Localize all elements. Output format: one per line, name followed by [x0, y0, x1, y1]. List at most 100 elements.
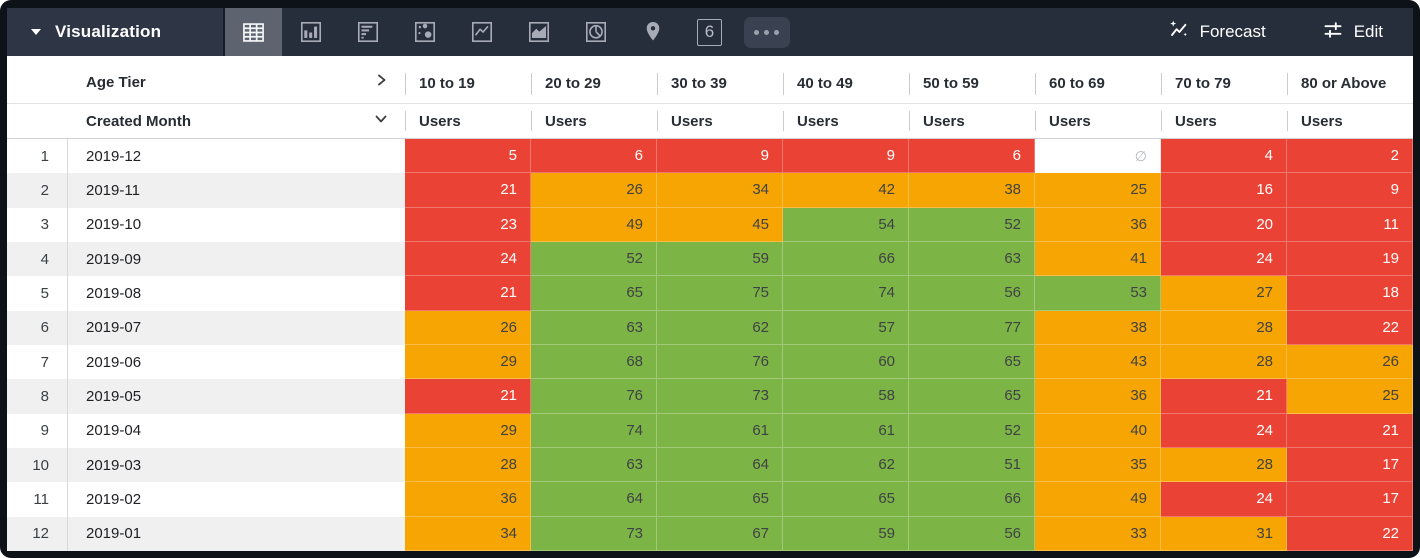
row-dimension-cell[interactable]: 2019-01 [86, 525, 142, 543]
measure-cell[interactable]: 29 [405, 413, 531, 448]
measure-cell[interactable]: 21 [405, 173, 531, 208]
measure-cell[interactable]: 11 [1287, 207, 1413, 242]
measure-header[interactable]: Users [657, 113, 783, 130]
measure-cell[interactable]: 35 [1035, 447, 1161, 483]
measure-cell[interactable]: 66 [909, 482, 1035, 517]
measure-header[interactable]: Users [531, 113, 657, 130]
measure-cell[interactable]: 22 [1287, 516, 1413, 551]
measure-cell[interactable]: 43 [1035, 344, 1161, 380]
measure-cell[interactable]: 54 [783, 207, 909, 242]
measure-cell[interactable]: 73 [531, 516, 657, 551]
measure-cell[interactable]: 68 [531, 344, 657, 380]
measure-cell[interactable]: 38 [1035, 310, 1161, 345]
measure-cell[interactable]: 17 [1287, 447, 1413, 483]
measure-cell[interactable]: 66 [783, 241, 909, 277]
row-dimension-cell[interactable]: 2019-07 [86, 319, 142, 337]
tab-area-chart[interactable] [510, 8, 567, 56]
measure-cell[interactable]: 34 [657, 173, 783, 208]
measure-cell[interactable]: 34 [405, 516, 531, 551]
measure-cell[interactable]: 2 [1287, 139, 1413, 174]
measure-cell[interactable]: 21 [405, 276, 531, 311]
tab-table[interactable] [225, 8, 282, 56]
tab-line-chart[interactable] [453, 8, 510, 56]
measure-cell[interactable]: 21 [1161, 379, 1287, 414]
row-dimension-cell[interactable]: 2019-06 [86, 353, 142, 371]
row-dimension-cell[interactable]: 2019-12 [86, 147, 142, 165]
measure-cell[interactable]: 21 [1287, 413, 1413, 448]
measure-cell[interactable]: 56 [909, 276, 1035, 311]
measure-cell[interactable]: 28 [1161, 310, 1287, 345]
measure-cell[interactable]: 28 [1161, 447, 1287, 483]
measure-cell[interactable]: 62 [657, 310, 783, 345]
row-dimension-cell[interactable]: 2019-05 [86, 387, 142, 405]
measure-cell-null[interactable]: ∅ [1035, 139, 1161, 174]
measure-cell[interactable]: 74 [783, 276, 909, 311]
measure-cell[interactable]: 17 [1287, 482, 1413, 517]
measure-cell[interactable]: 31 [1161, 516, 1287, 551]
pivot-column-header[interactable]: 40 to 49 [783, 73, 909, 103]
row-field-header[interactable]: Created Month [68, 111, 405, 131]
measure-cell[interactable]: 36 [1035, 207, 1161, 242]
forecast-button[interactable]: Forecast [1168, 19, 1266, 46]
measure-cell[interactable]: 28 [1161, 344, 1287, 380]
measure-cell[interactable]: 24 [1161, 482, 1287, 517]
row-dimension-cell[interactable]: 2019-10 [86, 216, 142, 234]
pivot-column-header[interactable]: 20 to 29 [531, 73, 657, 103]
measure-cell[interactable]: 33 [1035, 516, 1161, 551]
measure-cell[interactable]: 40 [1035, 413, 1161, 448]
measure-header[interactable]: Users [909, 113, 1035, 130]
tab-bar-chart[interactable] [339, 8, 396, 56]
measure-header[interactable]: Users [1287, 113, 1413, 130]
row-dimension-cell[interactable]: 2019-09 [86, 250, 142, 268]
pivot-column-header[interactable]: 10 to 19 [405, 73, 531, 103]
measure-cell[interactable]: 51 [909, 447, 1035, 483]
measure-cell[interactable]: 63 [531, 447, 657, 483]
measure-cell[interactable]: 56 [909, 516, 1035, 551]
tab-map[interactable] [624, 8, 681, 56]
measure-header[interactable]: Users [783, 113, 909, 130]
measure-cell[interactable]: 59 [657, 241, 783, 277]
pivot-column-header[interactable]: 50 to 59 [909, 73, 1035, 103]
measure-cell[interactable]: 22 [1287, 310, 1413, 345]
tab-column-chart[interactable] [282, 8, 339, 56]
pivot-column-header[interactable]: 60 to 69 [1035, 73, 1161, 103]
measure-cell[interactable]: 21 [405, 379, 531, 414]
measure-cell[interactable]: 53 [1035, 276, 1161, 311]
pivot-column-header[interactable]: 30 to 39 [657, 73, 783, 103]
measure-cell[interactable]: 36 [1035, 379, 1161, 414]
measure-cell[interactable]: 9 [1287, 173, 1413, 208]
measure-cell[interactable]: 76 [531, 379, 657, 414]
measure-cell[interactable]: 59 [783, 516, 909, 551]
measure-cell[interactable]: 18 [1287, 276, 1413, 311]
row-dimension-cell[interactable]: 2019-03 [86, 456, 142, 474]
measure-cell[interactable]: 24 [1161, 413, 1287, 448]
measure-cell[interactable]: 5 [405, 139, 531, 174]
visualization-section-toggle[interactable]: Visualization [7, 8, 225, 56]
measure-cell[interactable]: 27 [1161, 276, 1287, 311]
measure-cell[interactable]: 60 [783, 344, 909, 380]
measure-cell[interactable]: 25 [1287, 379, 1413, 414]
measure-cell[interactable]: 58 [783, 379, 909, 414]
measure-cell[interactable]: 24 [405, 241, 531, 277]
row-dimension-cell[interactable]: 2019-02 [86, 490, 142, 508]
measure-cell[interactable]: 28 [405, 447, 531, 483]
measure-cell[interactable]: 67 [657, 516, 783, 551]
measure-cell[interactable]: 36 [405, 482, 531, 517]
measure-cell[interactable]: 9 [783, 139, 909, 174]
measure-cell[interactable]: 24 [1161, 241, 1287, 277]
measure-cell[interactable]: 77 [909, 310, 1035, 345]
measure-cell[interactable]: 16 [1161, 173, 1287, 208]
measure-cell[interactable]: 49 [1035, 482, 1161, 517]
measure-cell[interactable]: 45 [657, 207, 783, 242]
measure-cell[interactable]: 64 [531, 482, 657, 517]
tab-scatter[interactable] [396, 8, 453, 56]
measure-cell[interactable]: 42 [783, 173, 909, 208]
measure-cell[interactable]: 62 [783, 447, 909, 483]
measure-cell[interactable]: 26 [405, 310, 531, 345]
measure-cell[interactable]: 29 [405, 344, 531, 380]
measure-cell[interactable]: 61 [783, 413, 909, 448]
measure-cell[interactable]: 52 [531, 241, 657, 277]
measure-cell[interactable]: 65 [909, 344, 1035, 380]
measure-cell[interactable]: 52 [909, 413, 1035, 448]
measure-cell[interactable]: 76 [657, 344, 783, 380]
